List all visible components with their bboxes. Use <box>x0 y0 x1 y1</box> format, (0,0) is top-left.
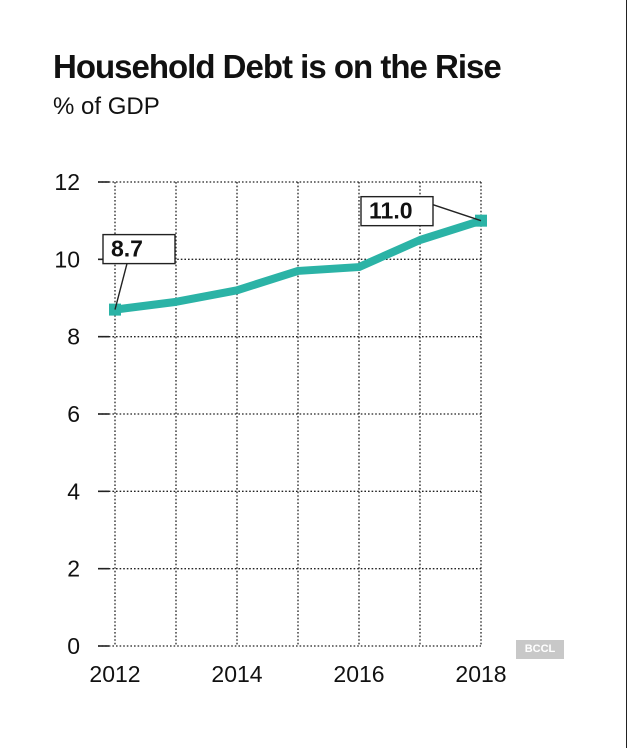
annotation-label: 11.0 <box>369 198 413 224</box>
source-badge: BCCL <box>516 640 564 659</box>
y-tick-label: 2 <box>67 556 80 582</box>
x-tick-label: 2012 <box>89 661 140 687</box>
y-tick-label: 4 <box>67 478 80 504</box>
annotation-leader <box>114 263 128 310</box>
chart-subtitle: % of GDP <box>53 93 160 120</box>
x-tick-label: 2014 <box>211 661 262 687</box>
annotation-box <box>360 195 434 227</box>
y-tick-label: 12 <box>54 169 80 195</box>
frame-border <box>626 0 627 748</box>
annotation-box <box>102 233 176 265</box>
y-tick-label: 0 <box>67 633 80 659</box>
annotation-label: 8.7 <box>111 236 143 262</box>
y-tick-label: 6 <box>67 401 80 427</box>
data-point <box>357 265 361 269</box>
x-tick-label: 2016 <box>333 661 384 687</box>
chart-title: Household Debt is on the Rise <box>53 48 502 85</box>
data-point <box>296 269 300 273</box>
y-tick-label: 8 <box>67 324 80 350</box>
data-point <box>235 288 239 292</box>
annotation-leader <box>432 204 482 222</box>
data-point <box>418 238 422 242</box>
y-tick-label: 10 <box>54 246 80 272</box>
x-tick-label: 2018 <box>455 661 506 687</box>
data-point <box>174 300 178 304</box>
